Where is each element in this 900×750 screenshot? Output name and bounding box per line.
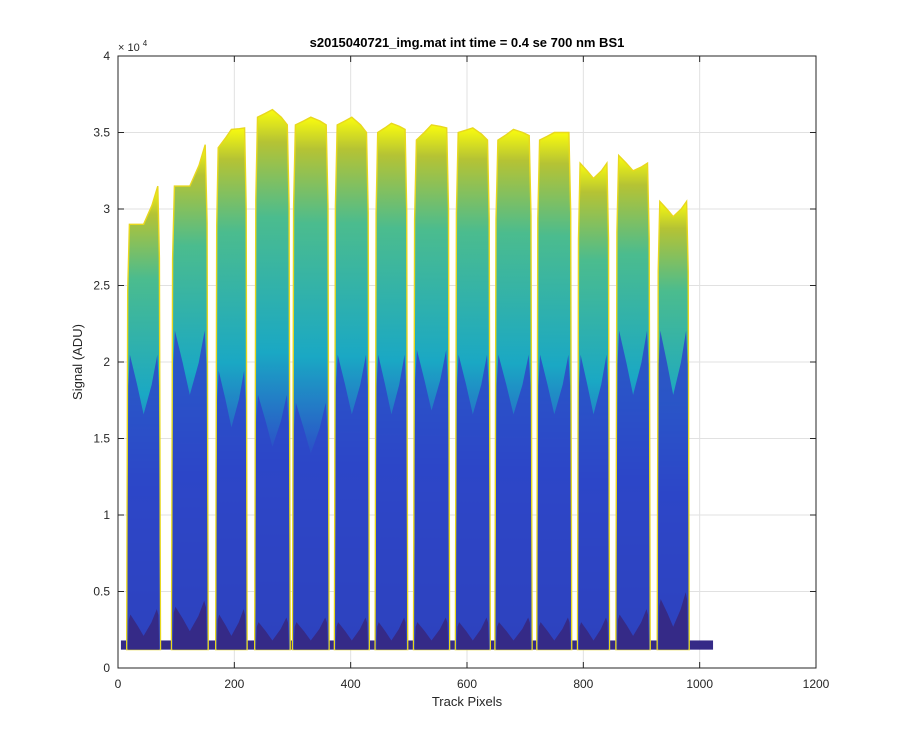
x-ticks: 0 200 400 600 800 1000 1200 [115, 56, 830, 691]
track-area-low [335, 617, 369, 650]
x-tick-label: 200 [224, 677, 244, 691]
y-tick-label: 2 [103, 355, 110, 369]
track-area-mid [495, 354, 532, 650]
track-area-low [496, 617, 531, 650]
plot-area: 0 200 400 600 800 1000 1200 0 0.5 1 1.5 2 2.5 3 3.5 4 [93, 49, 829, 691]
y-tick-label: 0.5 [93, 585, 110, 599]
track-area-mid [255, 394, 290, 650]
y-tick-label: 3 [103, 202, 110, 216]
y-ticks: 0 0.5 1 1.5 2 2.5 3 3.5 4 [93, 49, 816, 675]
track-area-mid [616, 330, 650, 650]
track-area-mid [657, 330, 689, 650]
track-area-mid [578, 354, 609, 650]
track-area-low [578, 617, 609, 650]
chart-title: s2015040721_img.mat int time = 0.4 se 70… [310, 35, 625, 50]
track-area-mid [216, 370, 247, 650]
track-area-mid [293, 402, 329, 650]
track-area-mid [127, 354, 160, 650]
x-tick-label: 1200 [803, 677, 830, 691]
y-exponent-base: × 10 [118, 42, 140, 54]
track-area-low [216, 609, 246, 650]
track-area-low [293, 617, 328, 650]
track-area-low [255, 617, 289, 650]
data-areas [120, 108, 714, 651]
y-tick-label: 2.5 [93, 279, 110, 293]
x-tick-label: 800 [573, 677, 593, 691]
y-exponent-label: × 10 4 [118, 39, 148, 54]
track-area-low [172, 600, 207, 650]
x-tick-label: 600 [457, 677, 477, 691]
track-area-low [127, 609, 160, 650]
track-area-low [617, 609, 650, 650]
track-area-mid [335, 354, 369, 650]
y-tick-label: 3.5 [93, 126, 110, 140]
track-area-mid [414, 349, 449, 650]
track-area-low [414, 617, 449, 650]
y-tick-label: 1 [103, 508, 110, 522]
track-area-mid [455, 354, 490, 650]
x-tick-label: 400 [341, 677, 361, 691]
y-exponent-power: 4 [143, 39, 148, 48]
y-tick-label: 4 [103, 49, 110, 63]
y-axis-label: Signal (ADU) [70, 324, 85, 400]
track-area-low [376, 617, 407, 650]
y-tick-label: 0 [103, 661, 110, 675]
track-area-mid [172, 330, 208, 650]
track-area-mid [375, 354, 408, 650]
track-area-low [658, 592, 688, 650]
track-area-low [456, 617, 490, 650]
track-area-mid [537, 354, 572, 650]
track-area-low [538, 617, 571, 650]
x-tick-label: 1000 [686, 677, 713, 691]
x-tick-label: 0 [115, 677, 122, 691]
x-axis-label: Track Pixels [432, 694, 503, 709]
y-tick-label: 1.5 [93, 432, 110, 446]
